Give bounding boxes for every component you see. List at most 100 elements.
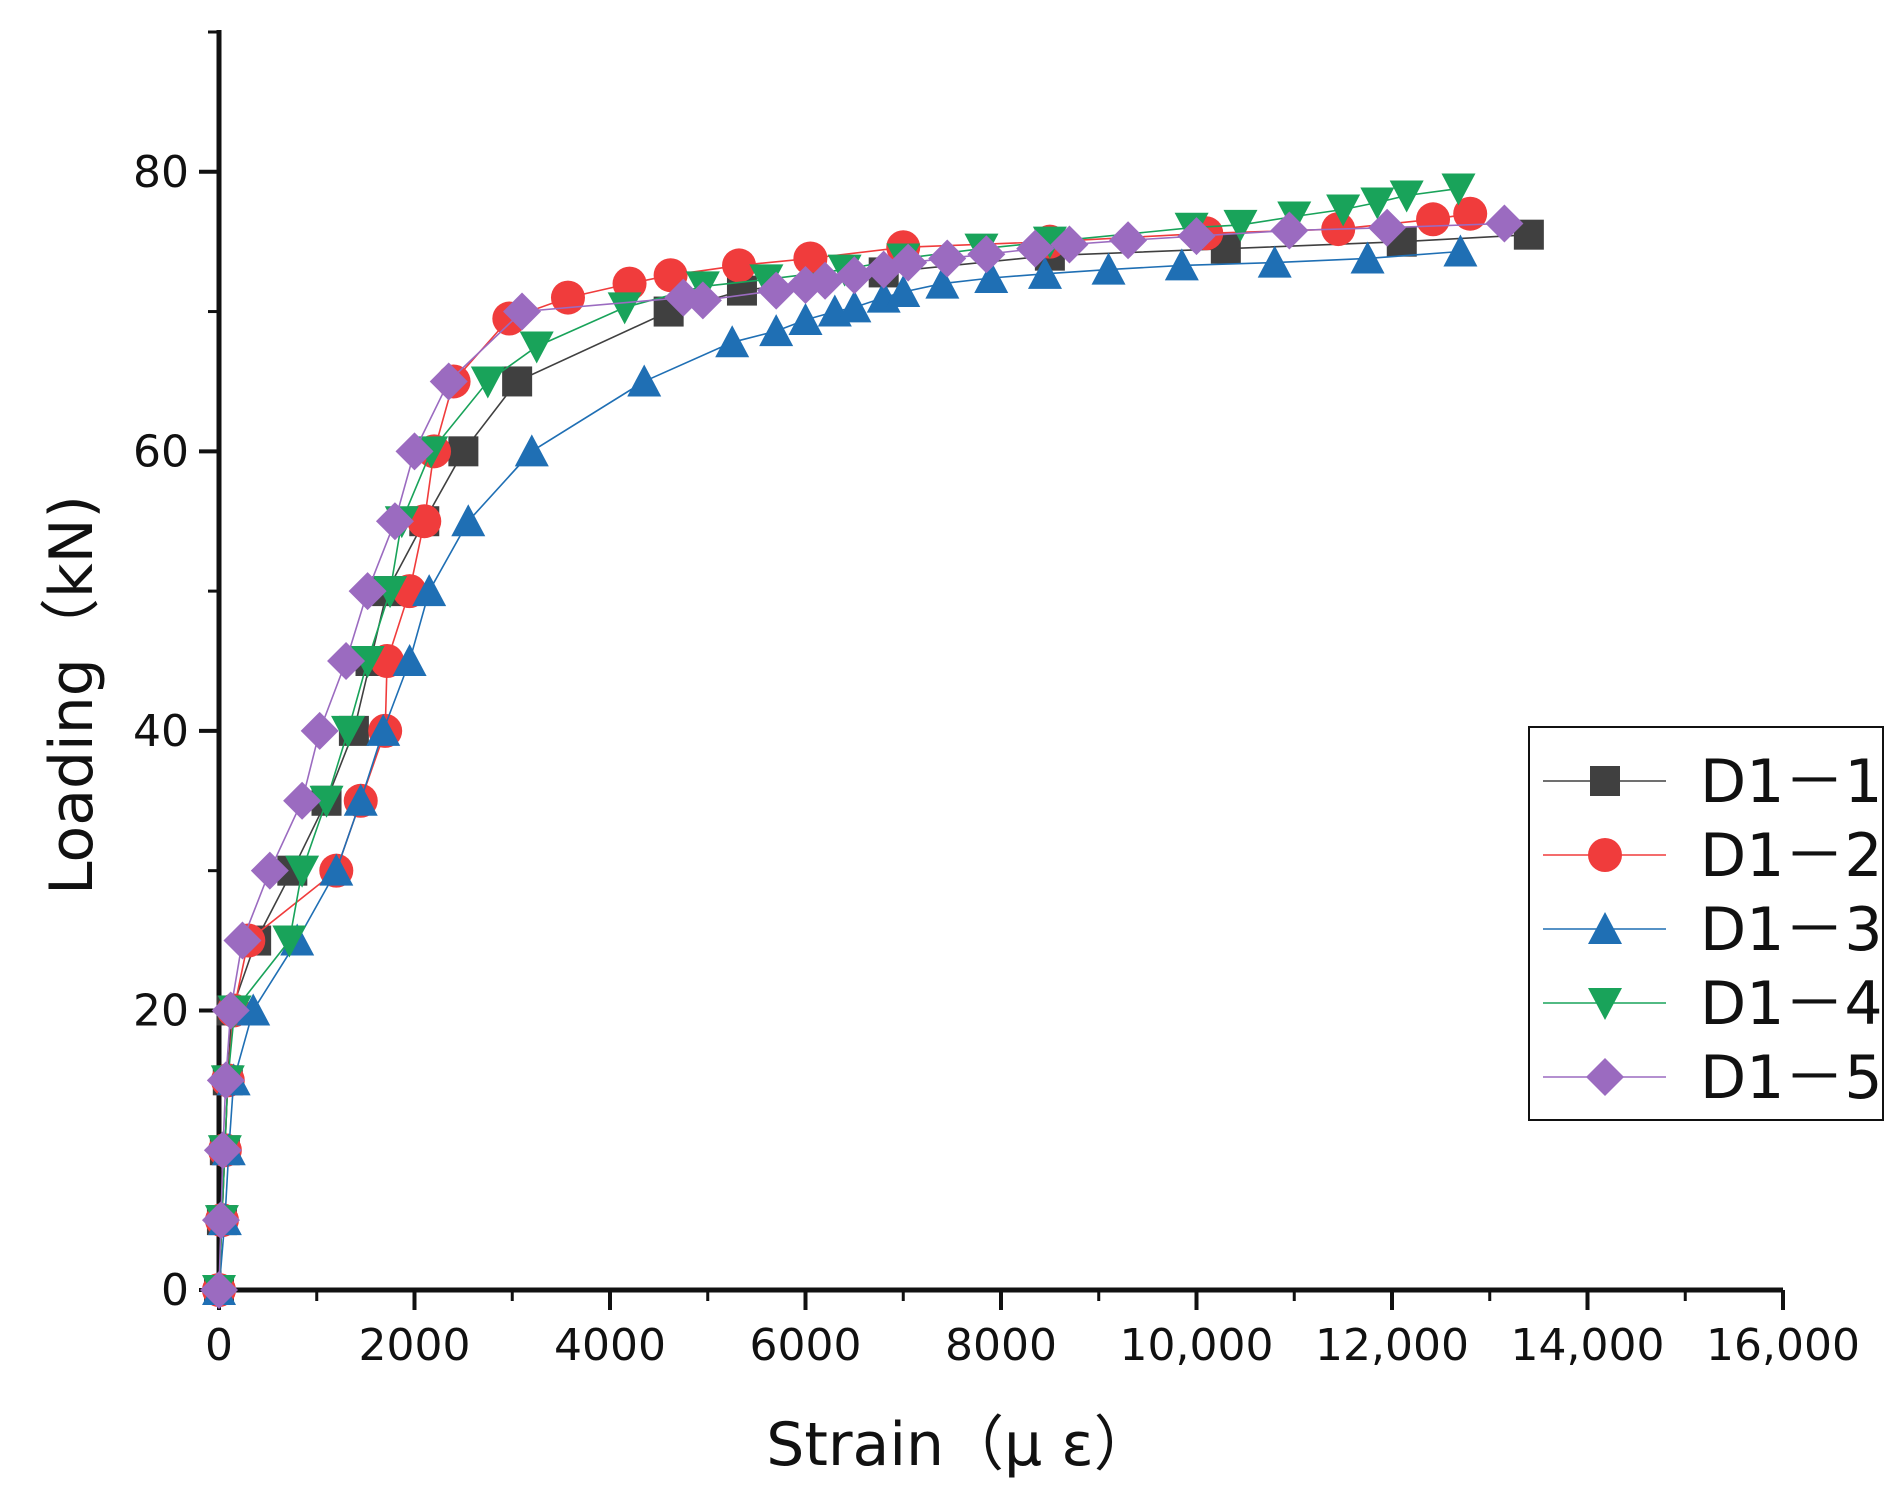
x-tick-label: 12,000 [1315, 1320, 1469, 1371]
series-line [218, 187, 1459, 1291]
data-point [373, 576, 408, 609]
x-tick-label: 16,000 [1706, 1320, 1860, 1371]
x-tick-label: 4000 [554, 1320, 666, 1371]
data-point [1485, 204, 1524, 243]
data-point [1027, 256, 1062, 289]
data-point [1032, 226, 1067, 259]
data-point [759, 314, 794, 347]
x-tick-label: 2000 [359, 1320, 471, 1371]
data-point [429, 362, 468, 401]
series-3 [202, 234, 1478, 1305]
data-point [1453, 196, 1488, 231]
data-point [285, 855, 320, 888]
legend-label: D1－3 [1700, 895, 1883, 965]
data-point [788, 302, 823, 335]
data-point [343, 783, 378, 816]
data-point [715, 325, 750, 358]
data-point [1270, 211, 1309, 250]
data-point [837, 290, 872, 323]
series-2 [202, 196, 1488, 1307]
y-tick-label: 0 [161, 1265, 189, 1316]
data-point [348, 572, 387, 611]
legend-label: D1－1 [1700, 747, 1883, 817]
data-point [550, 280, 585, 315]
legend-entry: D1－2 [1543, 821, 1883, 891]
data-point [366, 713, 401, 746]
data-point [412, 574, 447, 607]
series-line [218, 233, 1529, 1291]
data-point [272, 925, 307, 958]
data-point [1441, 173, 1476, 206]
data-point [331, 715, 366, 748]
data-point [451, 504, 486, 537]
legend-marker [1586, 1058, 1624, 1096]
data-point [1050, 225, 1089, 264]
legend-label: D1－2 [1700, 821, 1883, 891]
y-tick-label: 40 [133, 706, 189, 757]
data-point [1257, 245, 1292, 278]
data-point [925, 266, 960, 299]
data-point [1368, 208, 1407, 247]
data-point [886, 274, 921, 307]
y-tick-label: 80 [133, 147, 189, 198]
data-point [250, 851, 289, 890]
data-point [375, 502, 414, 541]
series-1 [204, 219, 1544, 1305]
data-point [1223, 209, 1258, 242]
series-line [218, 222, 1505, 1291]
data-point [309, 785, 344, 818]
data-point [1360, 187, 1395, 220]
data-point [1326, 194, 1361, 227]
data-point [749, 264, 784, 297]
data-point [519, 331, 554, 364]
ticks: 0 2000 4000 6000 8000 10,000 12,000 14,000 16,00… [133, 30, 1860, 1371]
data-point [1443, 234, 1478, 267]
data-point [974, 261, 1009, 294]
data-point [283, 781, 322, 820]
data-point [200, 1271, 238, 1309]
data-point [319, 853, 354, 886]
data-point [236, 993, 271, 1026]
x-tick-label: 10,000 [1120, 1320, 1274, 1371]
data-point [793, 241, 828, 276]
legend-label: D1－5 [1700, 1043, 1883, 1113]
y-tick-label: 60 [133, 426, 189, 477]
data-point [223, 921, 262, 960]
data-point [1091, 252, 1126, 285]
data-point [327, 642, 366, 680]
data-point [503, 292, 542, 331]
data-point [448, 436, 479, 467]
data-point [206, 1061, 245, 1100]
data-point [395, 432, 434, 471]
y-tick-label: 20 [133, 985, 189, 1036]
data-point [407, 504, 442, 539]
legend-box [1528, 726, 1884, 1121]
x-tick-label: 8000 [945, 1320, 1057, 1371]
legend: D1－1D1－2D1－3D1－4D1－5 [1528, 726, 1884, 1121]
data-point [1164, 248, 1199, 281]
data-point [1177, 217, 1216, 256]
data-point [928, 239, 967, 278]
legend-entry: D1－4 [1543, 969, 1883, 1039]
data-point [722, 248, 757, 283]
legend-marker [1590, 766, 1620, 796]
legend-entry: D1－1 [1543, 747, 1883, 817]
legend-marker [1588, 988, 1622, 1020]
data-point [627, 364, 662, 397]
data-point [757, 271, 796, 310]
data-point [203, 1131, 242, 1170]
x-tick-label: 14,000 [1511, 1320, 1665, 1371]
data-point [470, 366, 505, 399]
data-point [502, 366, 533, 397]
data-point [1389, 180, 1424, 213]
data-point [612, 266, 647, 301]
series-line [218, 250, 1461, 1291]
y-axis-title: Loading（kN) [37, 495, 107, 895]
data-point [967, 235, 1006, 274]
x-tick-label: 0 [205, 1320, 233, 1371]
data-point [1016, 229, 1055, 268]
data-point [683, 281, 722, 320]
data-point [835, 256, 874, 295]
data-point [1416, 202, 1451, 237]
